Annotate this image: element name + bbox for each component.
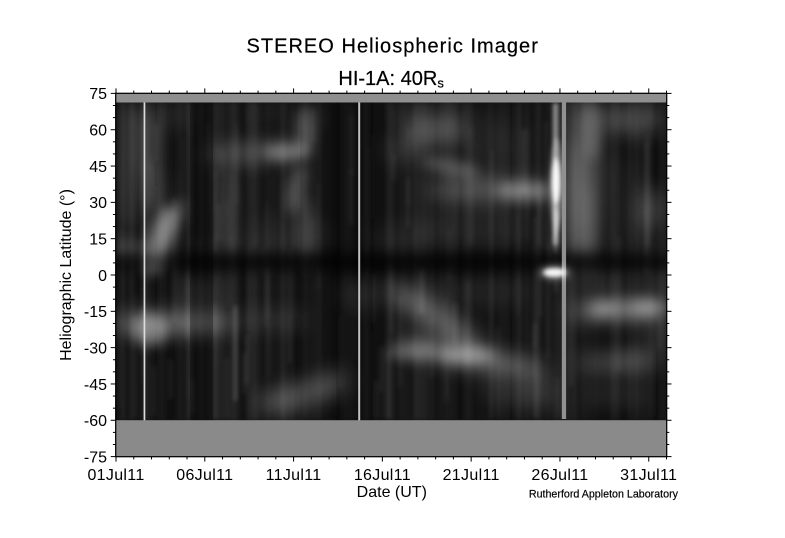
svg-text:0: 0	[98, 268, 107, 285]
svg-text:-30: -30	[84, 340, 107, 357]
svg-text:31Jul11: 31Jul11	[620, 467, 677, 484]
svg-text:21Jul11: 21Jul11	[443, 467, 500, 484]
svg-text:-60: -60	[84, 413, 107, 430]
svg-text:45: 45	[89, 159, 107, 176]
svg-text:STEREO Heliospheric Imager: STEREO Heliospheric Imager	[246, 35, 538, 57]
svg-text:30: 30	[89, 195, 107, 212]
svg-text:01Jul11: 01Jul11	[87, 467, 144, 484]
svg-text:Heliographic Latitude (°): Heliographic Latitude (°)	[58, 189, 75, 361]
svg-text:75: 75	[89, 86, 107, 103]
svg-text:11Jul11: 11Jul11	[266, 467, 322, 484]
svg-text:-15: -15	[84, 304, 107, 321]
svg-text:60: 60	[89, 123, 107, 140]
svg-text:15: 15	[89, 231, 107, 248]
svg-text:06Jul11: 06Jul11	[176, 467, 233, 484]
svg-text:HI-1A: 40Rs: HI-1A: 40Rs	[338, 68, 444, 90]
svg-text:-75: -75	[84, 449, 107, 466]
svg-text:16Jul11: 16Jul11	[354, 467, 411, 484]
svg-text:Rutherford Appleton Laboratory: Rutherford Appleton Laboratory	[529, 489, 679, 501]
svg-text:Date (UT): Date (UT)	[357, 484, 427, 501]
svg-text:-45: -45	[84, 377, 107, 394]
svg-text:26Jul11: 26Jul11	[531, 467, 588, 484]
